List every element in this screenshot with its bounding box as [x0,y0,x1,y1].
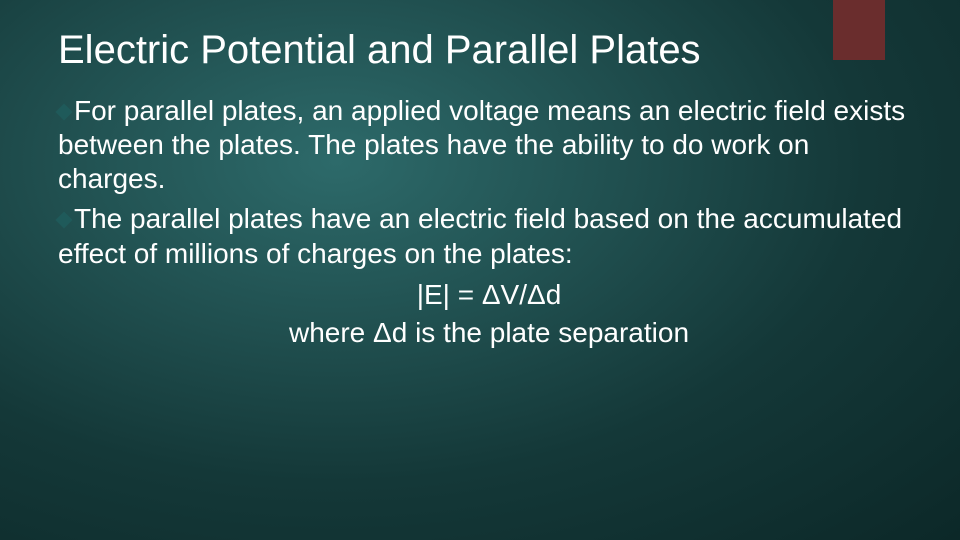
equation-main: |E| = ΔV/Δd [58,277,920,313]
title-container: Electric Potential and Parallel Plates [58,28,920,73]
bullet-text: For parallel plates, an applied voltage … [58,95,905,194]
slide-title: Electric Potential and Parallel Plates [58,28,920,73]
body-container: For parallel plates, an applied voltage … [58,94,920,352]
bullet-item: The parallel plates have an electric fie… [58,202,920,270]
bullet-item: For parallel plates, an applied voltage … [58,94,920,196]
diamond-bullet-icon [56,212,73,229]
diamond-bullet-icon [56,104,73,121]
equation-note: where Δd is the plate separation [58,315,920,351]
bullet-text: The parallel plates have an electric fie… [58,203,902,268]
